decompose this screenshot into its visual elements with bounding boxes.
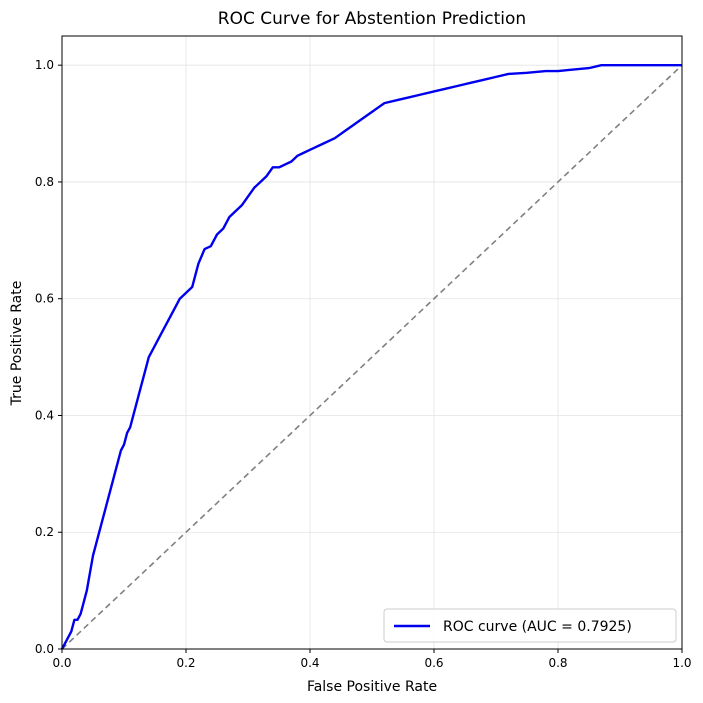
y-tick-label: 0.0 bbox=[35, 642, 54, 656]
chart-title: ROC Curve for Abstention Prediction bbox=[218, 9, 526, 29]
x-tick-label: 1.0 bbox=[672, 656, 691, 670]
x-axis-label: False Positive Rate bbox=[307, 679, 437, 695]
y-tick-label: 1.0 bbox=[35, 58, 54, 72]
x-tick-label: 0.2 bbox=[176, 656, 195, 670]
y-axis: 0.0 0.2 0.4 0.6 0.8 1.0 bbox=[35, 58, 62, 656]
chance-diagonal-line bbox=[61, 64, 683, 650]
series-layer bbox=[60, 63, 683, 650]
x-tick-label: 0.0 bbox=[52, 656, 71, 670]
y-tick-label: 0.8 bbox=[35, 175, 54, 189]
legend: ROC curve (AUC = 0.7925) bbox=[383, 608, 677, 643]
y-tick-label: 0.2 bbox=[35, 525, 54, 539]
y-tick-label: 0.6 bbox=[35, 292, 54, 306]
x-axis: 0.0 0.2 0.4 0.6 0.8 1.0 bbox=[52, 649, 692, 670]
legend-label-roc: ROC curve (AUC = 0.7925) bbox=[443, 619, 632, 635]
roc-curve-line bbox=[60, 63, 682, 650]
x-tick-label: 0.4 bbox=[300, 656, 319, 670]
x-tick-label: 0.6 bbox=[424, 656, 443, 670]
y-axis-label: True Positive Rate bbox=[9, 281, 25, 407]
x-tick-label: 0.8 bbox=[548, 656, 567, 670]
plot-frame bbox=[61, 35, 683, 650]
y-tick-label: 0.4 bbox=[35, 408, 54, 422]
legend-box bbox=[383, 608, 677, 643]
